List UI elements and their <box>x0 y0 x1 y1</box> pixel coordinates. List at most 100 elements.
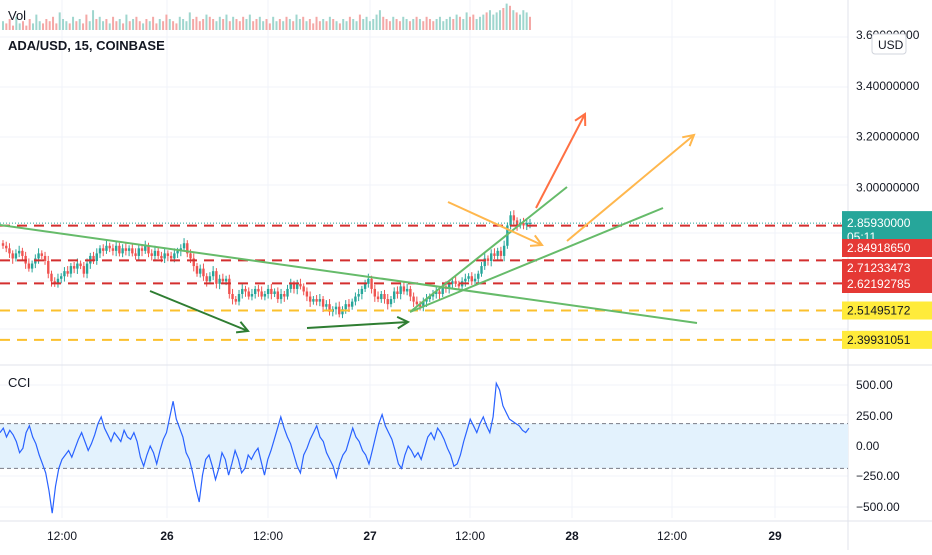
cci-label: CCI <box>8 375 30 390</box>
candle-body <box>276 291 280 300</box>
volume-bar <box>392 16 395 30</box>
cci-axis-tick: 250.00 <box>856 409 893 423</box>
volume-bar <box>498 10 501 30</box>
time-axis-label: 29 <box>768 529 782 543</box>
volume-bar <box>2 21 4 30</box>
volume-bar <box>302 16 305 30</box>
candle-body <box>118 245 121 254</box>
candle-body <box>266 288 270 294</box>
light-orange-arrow-down <box>447 201 544 247</box>
candle-body <box>169 255 173 259</box>
volume-bar <box>182 19 185 30</box>
volume-bar <box>268 23 271 30</box>
candle-body <box>454 281 457 284</box>
volume-bar <box>318 21 321 30</box>
volume-bar <box>218 16 221 30</box>
cci-band-fill <box>0 423 848 469</box>
candle-body <box>8 248 11 254</box>
volume-bar <box>102 21 105 30</box>
candle-body <box>415 301 419 305</box>
volume-bar <box>448 16 451 30</box>
volume-bar <box>428 19 431 30</box>
red-level-tag-label: 2.84918650 <box>847 241 911 255</box>
volume-bar <box>65 21 68 30</box>
candle-body <box>182 243 186 249</box>
candle-body <box>380 294 383 300</box>
time-axis-label: 12:00 <box>47 529 77 543</box>
volume-bar <box>155 23 158 30</box>
volume-bar <box>85 14 88 30</box>
candle-body <box>283 294 286 297</box>
volume-bar <box>178 16 181 30</box>
orange-arrow-up-shaft <box>535 113 586 209</box>
candle-body <box>63 271 66 277</box>
volume-bar <box>38 21 41 30</box>
volume-bar <box>512 10 515 30</box>
candle-body <box>522 222 525 226</box>
volume-bar <box>508 5 511 31</box>
volume-bar <box>12 25 15 30</box>
volume-bar <box>185 21 188 30</box>
volume-bar <box>282 21 285 30</box>
volume-bar <box>375 14 378 30</box>
volume-bar <box>252 21 255 30</box>
candle-body <box>218 278 221 284</box>
yellow-level-tag <box>842 301 932 320</box>
volume-bar <box>98 16 101 30</box>
candle-body <box>82 266 86 274</box>
candle-body <box>328 304 331 312</box>
price-axis-tick: 3.20000000 <box>856 130 920 144</box>
candle-body <box>350 301 354 307</box>
price-axis-tick: 3.00000000 <box>856 180 920 194</box>
candle-body <box>299 283 302 287</box>
candle-body <box>14 253 18 259</box>
light-orange-arrow-up <box>566 133 696 242</box>
candle-body <box>114 245 118 251</box>
volume-bar <box>248 14 251 30</box>
volume-bar <box>442 21 445 30</box>
volume-bar <box>118 19 121 30</box>
currency-button[interactable]: USD <box>871 33 907 55</box>
candle-body <box>470 276 474 282</box>
red-level-tag-label: 2.71233473 <box>847 261 911 275</box>
candle-body <box>363 283 367 289</box>
volume-bar <box>222 19 225 30</box>
volume-bar <box>505 3 508 30</box>
candle-body <box>137 248 140 256</box>
volume-bar <box>525 12 528 30</box>
volume-bar <box>208 16 211 30</box>
volume-bar <box>82 23 85 30</box>
volume-bar <box>358 14 361 30</box>
volume-bar <box>465 12 468 30</box>
light-orange-arrow-down-shaft <box>447 201 543 246</box>
volume-bar <box>452 19 455 30</box>
currency-button-bg[interactable] <box>871 33 907 55</box>
candle-body <box>376 296 380 300</box>
candle-body <box>512 215 516 221</box>
candle-body <box>418 304 422 307</box>
candle-body <box>66 271 69 274</box>
volume-bar <box>215 21 218 30</box>
volume-bar <box>325 21 328 30</box>
time-axis[interactable]: 12:00 26 12:00 27 12:00 28 12:00 29 <box>47 529 782 543</box>
candle-body <box>59 276 63 279</box>
candle-body <box>224 278 228 282</box>
volume-bar <box>62 19 65 30</box>
volume-bar <box>88 21 91 30</box>
volume-bar <box>322 19 325 30</box>
volume-bar <box>195 16 198 30</box>
candle-body <box>383 294 386 300</box>
candle-body <box>166 253 170 256</box>
candle-body <box>438 291 441 294</box>
red-level-tag <box>842 239 932 257</box>
volume-bar <box>342 19 345 30</box>
candle-body <box>483 258 486 267</box>
candle-body <box>237 294 241 302</box>
volume-bar <box>385 19 388 30</box>
volume-bar <box>352 19 355 30</box>
candle-body <box>493 253 496 256</box>
volume-bar <box>438 16 441 30</box>
volume-bar <box>368 21 371 30</box>
